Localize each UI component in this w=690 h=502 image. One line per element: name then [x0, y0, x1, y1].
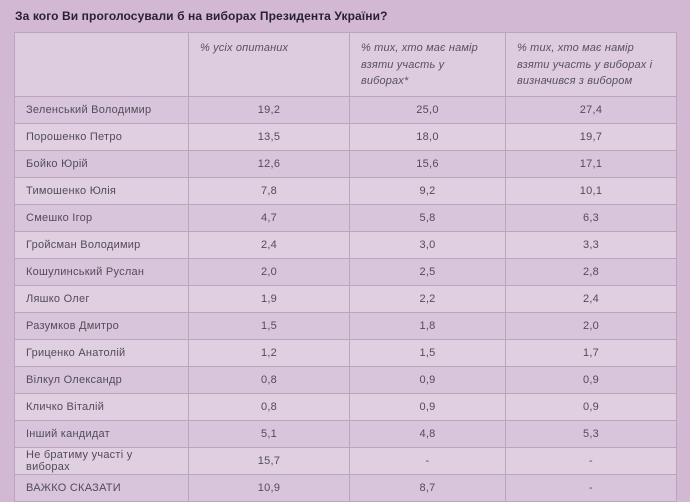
table-row: Кличко Віталій 0,8 0,9 0,9 — [14, 392, 677, 421]
row-label: Ляшко Олег — [14, 284, 189, 313]
table-row: Вілкул Олександр 0,8 0,9 0,9 — [14, 365, 677, 394]
row-value: 2,0 — [188, 257, 350, 286]
row-value: 0,9 — [505, 365, 677, 394]
table-row: Гриценко Анатолій 1,2 1,5 1,7 — [14, 338, 677, 367]
row-value: 2,8 — [505, 257, 677, 286]
row-value: 2,4 — [188, 230, 350, 259]
row-value: 2,0 — [505, 311, 677, 340]
row-label: Кошулинський Руслан — [14, 257, 189, 286]
row-value: 2,2 — [349, 284, 506, 313]
table-row: Тимошенко Юлія 7,8 9,2 10,1 — [14, 176, 677, 205]
row-value: 15,6 — [349, 149, 506, 178]
row-label: Вілкул Олександр — [14, 365, 189, 394]
row-value: 3,3 — [505, 230, 677, 259]
table-row: Інший кандидат 5,1 4,8 5,3 — [14, 419, 677, 448]
row-value: 18,0 — [349, 122, 506, 151]
table-row: Гройсман Володимир 2,4 3,0 3,3 — [14, 230, 677, 259]
row-value: 1,8 — [349, 311, 506, 340]
row-label: Зеленський Володимир — [14, 95, 189, 124]
table-row: Ляшко Олег 1,9 2,2 2,4 — [14, 284, 677, 313]
row-value: 8,7 — [349, 473, 506, 502]
row-value: 0,9 — [349, 392, 506, 421]
row-value: 1,5 — [188, 311, 350, 340]
row-label: Не братиму участі у виборах — [14, 446, 189, 475]
row-value: 13,5 — [188, 122, 350, 151]
row-value: 5,8 — [349, 203, 506, 232]
row-value: 2,5 — [349, 257, 506, 286]
table-row: ВАЖКО СКАЗАТИ 10,9 8,7- — [14, 473, 677, 502]
row-value: 17,1 — [505, 149, 677, 178]
row-value: 15,7 — [188, 446, 350, 475]
table-row: Разумков Дмитро 1,5 1,8 2,0 — [14, 311, 677, 340]
poll-results-table: % усіх опитаних % тих, хто має намір взя… — [14, 32, 677, 502]
row-value: 27,4 — [505, 95, 677, 124]
table-header-row: % усіх опитаних % тих, хто має намір взя… — [14, 32, 677, 97]
row-value: 1,9 — [188, 284, 350, 313]
row-value: 5,1 — [188, 419, 350, 448]
row-label: Разумков Дмитро — [14, 311, 189, 340]
row-value: 0,8 — [188, 365, 350, 394]
row-value: - — [505, 446, 677, 475]
row-value: 5,3 — [505, 419, 677, 448]
row-value: 0,9 — [505, 392, 677, 421]
table-row: Порошенко Петро 13,5 18,0 19,7 — [14, 122, 677, 151]
row-value: 4,7 — [188, 203, 350, 232]
row-value: 1,5 — [349, 338, 506, 367]
row-value: 0,9 — [349, 365, 506, 394]
table-row: Зеленський Володимир 19,2 25,0 27,4 — [14, 95, 677, 124]
page-title: За кого Ви проголосували б на виборах Пр… — [15, 9, 388, 23]
row-label: Бойко Юрій — [14, 149, 189, 178]
row-value: 12,6 — [188, 149, 350, 178]
row-value: 1,7 — [505, 338, 677, 367]
row-value: 6,3 — [505, 203, 677, 232]
table-row: Бойко Юрій 12,6 15,6 17,1 — [14, 149, 677, 178]
row-label: Кличко Віталій — [14, 392, 189, 421]
header-cell-decided-voters: % тих, хто має намір взяти участь у вибо… — [505, 32, 677, 97]
row-value: 19,7 — [505, 122, 677, 151]
row-value: 1,2 — [188, 338, 350, 367]
row-label: Порошенко Петро — [14, 122, 189, 151]
row-value: 7,8 — [188, 176, 350, 205]
header-cell-intend-to-vote: % тих, хто має намір взяти участь у вибо… — [349, 32, 506, 97]
row-value: 25,0 — [349, 95, 506, 124]
row-value: 19,2 — [188, 95, 350, 124]
row-label: Смешко Ігор — [14, 203, 189, 232]
header-cell-all-respondents: % усіх опитаних — [188, 32, 350, 97]
row-label: Інший кандидат — [14, 419, 189, 448]
table-row: Смешко Ігор 4,7 5,8 6,3 — [14, 203, 677, 232]
table-row: Кошулинський Руслан 2,0 2,5 2,8 — [14, 257, 677, 286]
row-label: Гриценко Анатолій — [14, 338, 189, 367]
row-value: - — [505, 473, 677, 502]
row-value: 9,2 — [349, 176, 506, 205]
row-value: 0,8 — [188, 392, 350, 421]
table-body: Зеленський Володимир 19,2 25,0 27,4 Порошенк… — [14, 95, 677, 502]
row-label: Тимошенко Юлія — [14, 176, 189, 205]
row-value: 3,0 — [349, 230, 506, 259]
table-row: Не братиму участі у виборах 15,7- - — [14, 446, 677, 475]
row-value: 4,8 — [349, 419, 506, 448]
row-value: 10,1 — [505, 176, 677, 205]
header-cell-empty — [14, 32, 189, 97]
row-value: 10,9 — [188, 473, 350, 502]
row-label: Гройсман Володимир — [14, 230, 189, 259]
row-value: - — [349, 446, 506, 475]
row-value: 2,4 — [505, 284, 677, 313]
row-label: ВАЖКО СКАЗАТИ — [14, 473, 189, 502]
